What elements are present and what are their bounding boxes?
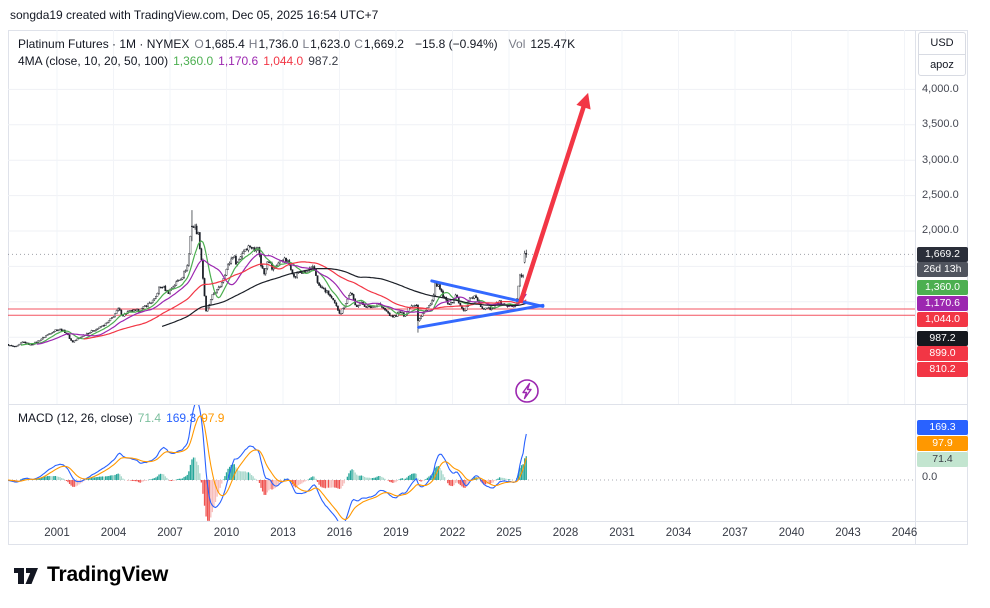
main-legend: Platinum Futures · 1M · NYMEX O1,685.4 H1… [18, 36, 575, 70]
macd-indicator-row: MACD (12, 26, close) 71.4 169.3 97.9 [18, 410, 229, 426]
macd-line [8, 405, 527, 521]
time-tick-2019[interactable]: 2019 [383, 527, 409, 539]
pane-divider-handle[interactable] [8, 404, 968, 405]
unit-button[interactable]: apoz [919, 54, 965, 75]
macd-signal-line [8, 415, 527, 520]
macd-hist-chip: 71.4 [917, 452, 968, 467]
ohlc-number: 1,736.0 [258, 37, 299, 51]
ohlc-number: 1,685.4 [204, 37, 245, 51]
ohlc-letter: H [248, 37, 258, 51]
macd-indicator-label[interactable]: MACD (12, 26, close) [18, 411, 133, 425]
ma-value-3: 1,044.0 [263, 54, 304, 68]
time-tick-2040[interactable]: 2040 [778, 527, 805, 539]
macd-value-2: 169.3 [166, 411, 197, 425]
macd-value-3: 97.9 [201, 411, 225, 425]
sma-20-line [36, 253, 527, 345]
price-tick: 4,000.0 [922, 83, 959, 95]
symbol-row: Platinum Futures · 1M · NYMEX O1,685.4 H1… [18, 36, 575, 52]
macd-legend: MACD (12, 26, close) 71.4 169.3 97.9 [18, 410, 229, 427]
trendline-1[interactable] [430, 279, 545, 308]
time-tick-2022[interactable]: 2022 [439, 527, 466, 539]
ohlc-o: O1,685.4 [194, 37, 244, 51]
time-tick-2001[interactable]: 2001 [44, 527, 70, 539]
ma10-chip: 1,360.0 [917, 280, 968, 295]
ma-value-4: 987.2 [308, 54, 339, 68]
time-axis-divider [8, 521, 968, 522]
ohlc-letter: L [302, 37, 310, 51]
breakout-arrow[interactable] [518, 92, 591, 304]
last-price-chip: 1,669.2 [917, 247, 968, 262]
currency-button[interactable]: USD [930, 37, 954, 49]
ma20-chip: 1,170.6 [917, 296, 968, 311]
watermark-text: songda19 created with TradingView.com, D… [10, 8, 379, 22]
footer-brand[interactable]: TradingView [12, 561, 168, 589]
lightning-marker[interactable] [515, 379, 539, 403]
level-chip-899: 899.0 [917, 346, 968, 361]
volume-label: Vol [508, 37, 526, 51]
countdown-chip: 26d 13h [917, 262, 968, 277]
sma-100-line [161, 268, 527, 327]
ohlc-number: 1,623.0 [310, 37, 351, 51]
change-readout: −15.8 (−0.94%) [414, 37, 498, 51]
ma-values: 1,360.0 1,170.6 1,044.0 987.2 [173, 54, 343, 68]
ohlc-h: H1,736.0 [249, 37, 299, 51]
macd-signal-chip: 97.9 [917, 436, 968, 451]
time-tick-2046[interactable]: 2046 [891, 527, 918, 539]
time-tick-2013[interactable]: 2013 [270, 527, 296, 539]
ma-value-1: 1,360.0 [173, 54, 214, 68]
tradingview-logo-text: TradingView [47, 563, 169, 586]
macd-histogram [8, 456, 527, 521]
ohlc-number: 1,669.2 [363, 37, 404, 51]
macd-zero-tick: 0.0 [922, 471, 938, 483]
price-tick: 3,000.0 [922, 154, 959, 166]
trendline-2[interactable] [417, 303, 545, 329]
ohlc-l: L1,623.0 [302, 37, 350, 51]
volume-value: 125.47K [530, 37, 576, 51]
time-tick-2028[interactable]: 2028 [552, 527, 579, 539]
symbol-title[interactable]: Platinum Futures · 1M · NYMEX [18, 37, 190, 51]
ohlc-c: C1,669.2 [354, 37, 404, 51]
price-tick: 2,500.0 [922, 189, 959, 201]
time-tick-2016[interactable]: 2016 [326, 527, 353, 539]
time-tick-2007[interactable]: 2007 [157, 527, 183, 539]
time-tick-2037[interactable]: 2037 [722, 527, 748, 539]
main-chart-canvas[interactable] [8, 30, 915, 404]
ma-indicator-label[interactable]: 4MA (close, 10, 20, 50, 100) [18, 54, 169, 68]
price-tick: 3,500.0 [922, 118, 959, 130]
time-tick-2031[interactable]: 2031 [609, 527, 635, 539]
macd-value-1: 71.4 [137, 411, 162, 425]
time-axis[interactable]: 2001 2004 2007 2010 2013 2016 2019 2022 2025 2028… [8, 522, 918, 545]
ma100-chip: 987.2 [917, 331, 968, 346]
price-scale[interactable]: USD apoz 4,000.0 3,500.0 3,000.0 2,500.0 2,0… [915, 30, 968, 545]
price-tick: 2,000.0 [922, 224, 959, 236]
ohlc-readout: O1,685.4 H1,736.0 L1,623.0 C1,669.2 [194, 37, 408, 51]
time-tick-2004[interactable]: 2004 [100, 527, 127, 539]
macd-line-chip: 169.3 [917, 420, 968, 435]
macd-values: 71.4 169.3 97.9 [138, 411, 230, 425]
time-tick-2034[interactable]: 2034 [665, 527, 692, 539]
sma-50-line [83, 261, 527, 340]
level-chip-810: 810.2 [917, 362, 968, 377]
macd-pane-canvas[interactable] [8, 405, 915, 521]
ohlc-letter: C [354, 37, 363, 51]
sma-10-line [20, 240, 527, 346]
ma50-chip: 1,044.0 [917, 312, 968, 327]
ma-indicator-row: 4MA (close, 10, 20, 50, 100) 1,360.0 1,17… [18, 53, 575, 69]
ma-value-2: 1,170.6 [218, 54, 259, 68]
time-tick-2025[interactable]: 2025 [496, 527, 522, 539]
scale-unit-selector: USD apoz [918, 32, 966, 76]
time-tick-2010[interactable]: 2010 [213, 527, 240, 539]
tradingview-logo-icon [14, 568, 38, 584]
ohlc-letter: O [194, 37, 204, 51]
time-tick-2043[interactable]: 2043 [835, 527, 861, 539]
